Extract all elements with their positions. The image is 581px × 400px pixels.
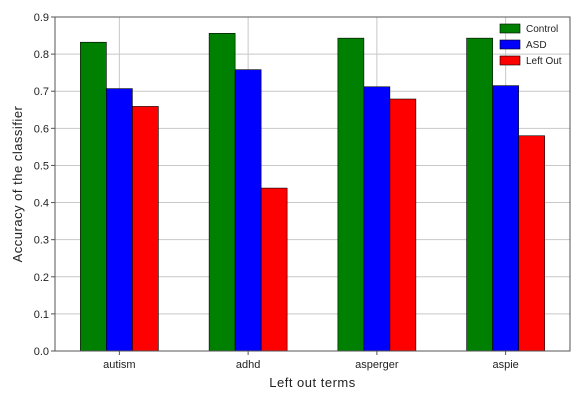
y-tick-label: 0.4 [34, 198, 49, 210]
bar-left-out-asperger [389, 98, 417, 352]
y-tick-label: 0.3 [34, 235, 49, 247]
x-tick-label: aspie [492, 359, 518, 371]
y-tick-label: 0.7 [34, 86, 49, 98]
bar-asd-autism [106, 88, 133, 352]
x-tick-label: adhd [236, 359, 260, 371]
legend-swatch-control [499, 23, 521, 34]
bars [80, 33, 545, 352]
x-tick-label: asperger [355, 359, 399, 371]
legend-label: ASD [526, 40, 547, 51]
bar-control-asperger [337, 37, 365, 352]
y-axis-ticks: 0.0 0.1 0.2 0.3 0.4 0.5 0.6 0.7 0.8 0.9 [34, 12, 55, 358]
x-axis-label: Left out terms [269, 375, 355, 390]
bar-asd-asperger [363, 86, 391, 352]
y-tick-label: 0.1 [34, 309, 49, 321]
bar-asd-adhd [234, 69, 262, 352]
legend-swatch-left-out [499, 55, 521, 66]
legend-swatch-asd [499, 39, 521, 50]
bar-left-out-autism [132, 106, 159, 352]
y-tick-label: 0.2 [34, 272, 49, 284]
y-axis-label: Accuracy of the classifier [10, 105, 25, 262]
x-tick-label: autism [103, 359, 135, 371]
legend-label: Control [526, 24, 558, 35]
legend: Control ASD Left Out [499, 23, 562, 67]
y-tick-label: 0.6 [34, 123, 49, 135]
legend-label: Left Out [526, 56, 562, 67]
y-tick-label: 0.0 [34, 346, 49, 358]
y-tick-label: 0.5 [34, 160, 49, 172]
bar-left-out-adhd [260, 187, 288, 352]
bar-asd-aspie [492, 85, 519, 352]
bar-control-autism [80, 41, 107, 352]
y-tick-label: 0.9 [34, 12, 49, 24]
bar-control-adhd [208, 33, 236, 352]
bar-control-aspie [466, 37, 493, 352]
plot-frame [54, 16, 571, 352]
y-tick-label: 0.8 [34, 49, 49, 61]
x-axis-ticks: autism adhd asperger aspie [103, 351, 519, 371]
bar-left-out-aspie [518, 135, 545, 352]
